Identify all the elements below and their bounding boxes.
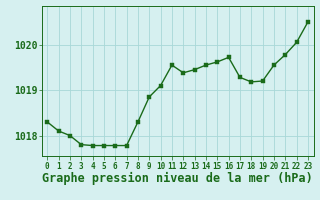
X-axis label: Graphe pression niveau de la mer (hPa): Graphe pression niveau de la mer (hPa) (42, 172, 313, 185)
